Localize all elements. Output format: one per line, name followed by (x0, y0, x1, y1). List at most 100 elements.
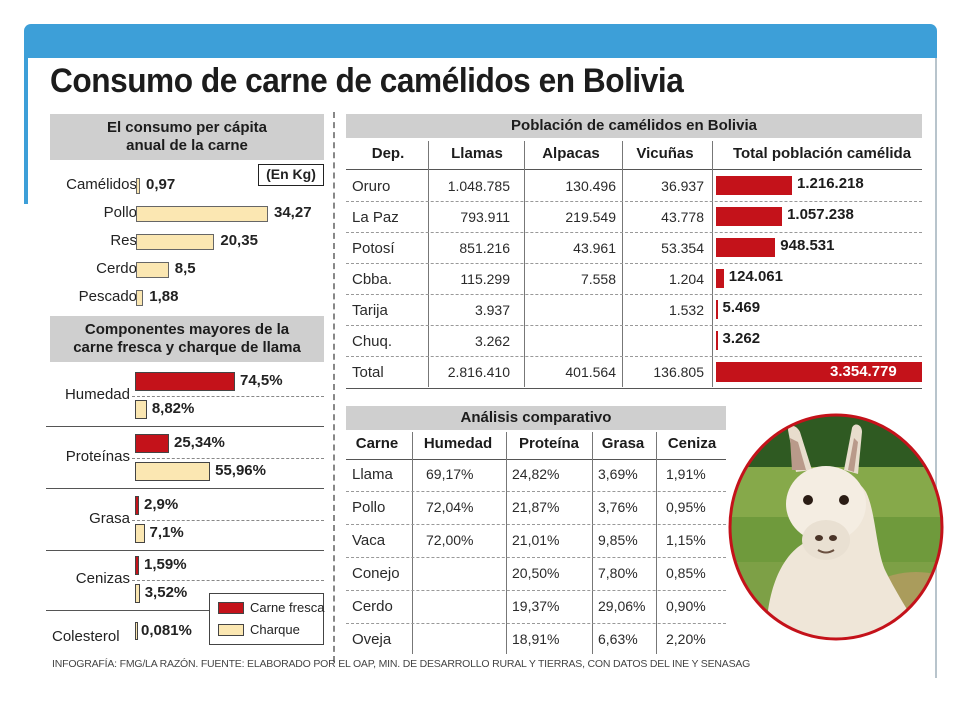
per-capita-label: Pescado (78, 288, 137, 305)
component-value-fresca: 2,9% (144, 496, 179, 513)
component-bar-charque (135, 400, 147, 419)
legend-label-charque: Charque (250, 622, 300, 637)
component-value-charque: 3,52% (144, 584, 188, 601)
infographic-title: Consumo de carne de camélidos en Bolivia (50, 62, 684, 100)
comparative-ceniza: 0,90% (666, 598, 706, 614)
comparative-grasa: 3,76% (598, 499, 638, 515)
population-alpacas: 219.549 (565, 209, 616, 225)
column-header-alpacas: Alpacas (542, 145, 600, 162)
component-bar-charque (135, 462, 211, 481)
per-capita-row: Pescado 1,88 (46, 286, 336, 310)
comparative-proteina: 19,37% (512, 598, 560, 614)
per-capita-bar (136, 234, 215, 250)
table-row-line (346, 325, 922, 326)
table-column-divider (524, 141, 525, 387)
table-row-line (346, 294, 922, 295)
component-bar-fresca (135, 556, 139, 575)
per-capita-value: 0,97 (146, 176, 176, 193)
comparative-grasa: 7,80% (598, 565, 638, 581)
column-header-humedad: Humedad (423, 435, 493, 452)
table-column-divider (412, 432, 413, 654)
column-header-dep: Dep. (371, 145, 405, 162)
comparative-carne: Conejo (352, 565, 400, 582)
component-bar-fresca (135, 496, 139, 515)
legend-label-fresca: Carne fresca (250, 600, 325, 615)
component-bar-colesterol (135, 622, 138, 640)
comparative-ceniza: 1,15% (666, 532, 706, 548)
component-label: Cenizas (75, 570, 130, 587)
column-header-proteina: Proteína (518, 435, 580, 452)
column-separator (333, 112, 335, 662)
table-column-divider (712, 141, 713, 387)
component-value-fresca: 1,59% (144, 556, 187, 573)
component-value-colesterol: 0,081% (141, 622, 192, 639)
table-row-line (346, 356, 922, 357)
per-capita-label: Cerdo (96, 260, 137, 277)
population-total-value: 1.057.238 (787, 206, 854, 223)
population-dep: Chuq. (352, 333, 393, 350)
comparative-proteina: 21,87% (512, 499, 560, 515)
population-alpacas: 43.961 (573, 240, 616, 256)
component-bar-charque (135, 524, 145, 543)
comparative-proteina: 21,01% (512, 532, 560, 548)
per-capita-header: El consumo per cápita anual de la carne (50, 114, 324, 160)
component-bar-charque (135, 584, 140, 603)
right-border-line (935, 58, 937, 678)
comparative-humedad: 72,00% (426, 532, 474, 548)
table-column-divider (622, 141, 623, 387)
population-llamas: 1.048.785 (447, 178, 510, 194)
component-mid-divider (132, 580, 324, 581)
per-capita-header-line1: El consumo per cápita (106, 119, 268, 136)
comparative-grasa: 9,85% (598, 532, 638, 548)
population-total-value: 5.469 (722, 299, 761, 316)
top-banner (24, 24, 937, 58)
legend-swatch-fresca (218, 602, 244, 614)
comparative-ceniza: 0,95% (666, 499, 706, 515)
table-column-divider (506, 432, 507, 654)
population-dep: Tarija (352, 302, 388, 319)
table-column-divider (656, 432, 657, 654)
population-llamas: 2.816.410 (447, 364, 510, 380)
comparative-carne: Cerdo (352, 598, 393, 615)
population-dep: Total (352, 364, 384, 381)
component-label: Grasa (89, 510, 130, 527)
component-bar-fresca (135, 434, 169, 453)
table-row-line (346, 232, 922, 233)
per-capita-value: 1,88 (149, 288, 179, 305)
comparative-header: Análisis comparativo (346, 406, 726, 430)
per-capita-bar (136, 290, 144, 306)
components-header-line1: Componentes mayores de la (84, 321, 290, 338)
population-dep: Potosí (352, 240, 395, 257)
component-value-charque: 7,1% (149, 524, 184, 541)
column-header-carne: Carne (355, 435, 399, 452)
comparative-carne: Llama (352, 466, 393, 483)
population-vicunas: 43.778 (661, 209, 704, 225)
comparative-ceniza: 0,85% (666, 565, 706, 581)
population-dep: Oruro (352, 178, 391, 195)
column-header-grasa: Grasa (601, 435, 645, 452)
table-row-line (346, 263, 922, 264)
comparative-carne: Vaca (352, 532, 386, 549)
component-value-fresca: 25,34% (174, 434, 225, 451)
population-alpacas: 7.558 (580, 271, 616, 287)
column-header-vicunas: Vicuñas (636, 145, 694, 162)
component-row-divider (46, 550, 324, 551)
component-row-divider (46, 488, 324, 489)
population-vicunas: 1.532 (668, 302, 704, 318)
population-total-bar (716, 300, 718, 319)
components-header: Componentes mayores de la carne fresca y… (50, 316, 324, 362)
per-capita-value: 34,27 (274, 204, 312, 221)
source-footer: INFOGRAFÍA: FMG/LA RAZÓN. FUENTE: ELABOR… (52, 658, 751, 670)
population-total-bar (716, 269, 724, 288)
per-capita-value: 8,5 (174, 260, 196, 277)
table-header-line (346, 169, 922, 170)
component-row-divider (46, 426, 324, 427)
llama-photo (728, 413, 944, 641)
population-llamas: 3.262 (474, 333, 510, 349)
component-mid-divider (132, 520, 324, 521)
component-bar-fresca (135, 372, 235, 391)
per-capita-row: Camélidos 0,97 (46, 174, 336, 198)
comparative-ceniza: 1,91% (666, 466, 706, 482)
component-value-charque: 8,82% (151, 400, 195, 417)
table-row-line (346, 623, 726, 624)
